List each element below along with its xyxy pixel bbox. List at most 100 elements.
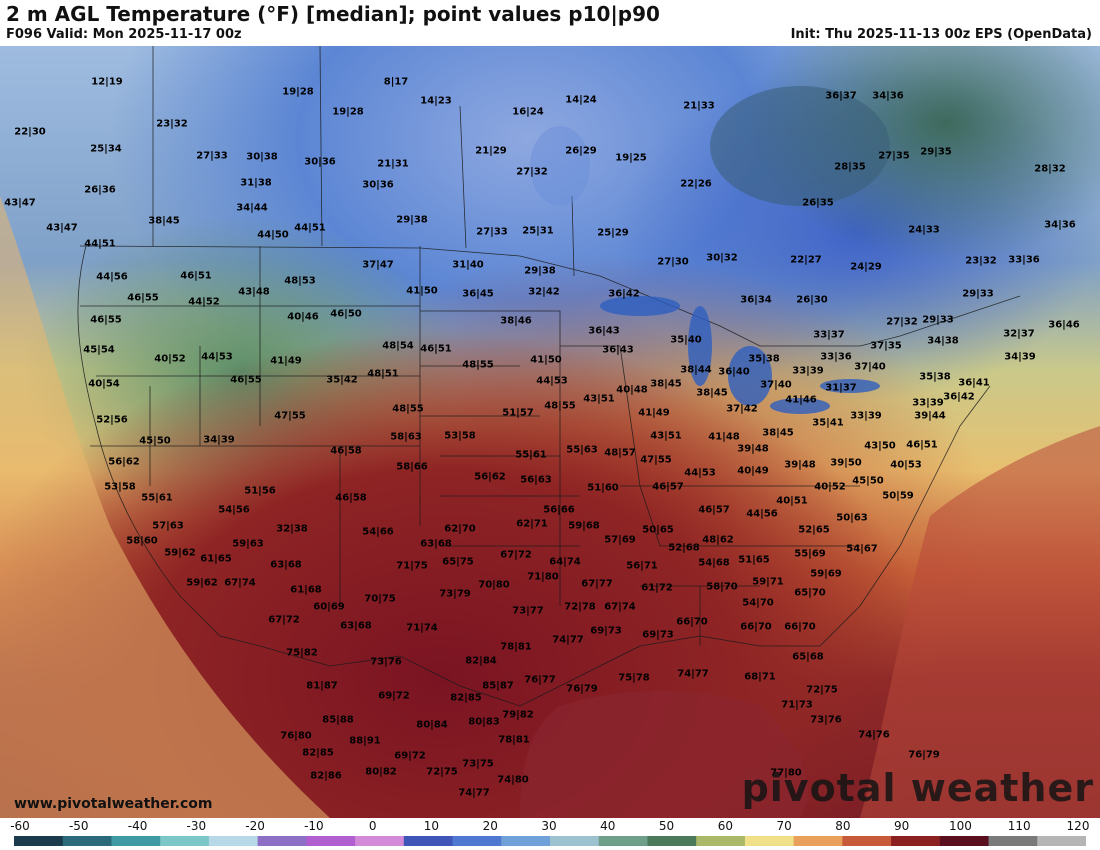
point-value: 65|68: [792, 651, 824, 663]
point-value: 82|84: [465, 655, 497, 667]
map-title: 2 m AGL Temperature (°F) [median]; point…: [6, 2, 660, 26]
point-value: 37|42: [726, 403, 758, 415]
point-value: 58|63: [390, 431, 422, 443]
point-value: 67|74: [604, 601, 636, 613]
point-value: 36|41: [958, 377, 990, 389]
point-value: 45|50: [852, 475, 884, 487]
scale-color-segment: [111, 836, 161, 846]
point-value: 60|69: [313, 601, 345, 613]
point-value: 30|36: [304, 156, 336, 168]
point-value: 67|72: [500, 549, 532, 561]
point-value: 44|53: [201, 351, 233, 363]
point-value: 34|38: [927, 335, 959, 347]
point-value: 63|68: [270, 559, 302, 571]
point-value: 69|73: [642, 629, 674, 641]
point-value: 72|75: [806, 684, 838, 696]
point-value: 61|68: [290, 584, 322, 596]
point-value: 77|80: [770, 767, 802, 779]
point-value: 59|62: [164, 547, 196, 559]
point-value: 26|36: [84, 184, 116, 196]
point-value: 27|33: [476, 226, 508, 238]
point-value: 43|50: [864, 440, 896, 452]
scale-tick-label: -40: [127, 819, 148, 833]
point-value: 43|48: [238, 286, 270, 298]
point-value: 59|69: [810, 568, 842, 580]
point-value: 39|50: [830, 457, 862, 469]
point-value: 41|46: [785, 394, 817, 406]
point-value: 48|51: [367, 368, 399, 380]
point-value: 82|85: [450, 692, 482, 704]
point-value: 46|58: [335, 492, 367, 504]
point-value: 41|49: [638, 407, 670, 419]
point-value: 58|70: [706, 581, 738, 593]
point-value: 36|40: [718, 366, 750, 378]
point-value: 21|29: [475, 145, 507, 157]
point-value: 39|48: [784, 459, 816, 471]
point-value: 29|35: [920, 146, 952, 158]
scale-color-segment: [939, 836, 990, 846]
point-value: 31|37: [825, 382, 857, 394]
point-value: 48|55: [392, 403, 424, 415]
point-value: 72|75: [426, 766, 458, 778]
point-value: 63|68: [420, 538, 452, 550]
point-value: 41|49: [270, 355, 302, 367]
scale-tick-label: -50: [68, 819, 89, 833]
point-value: 8|17: [383, 76, 409, 88]
point-value: 38|44: [680, 364, 712, 376]
point-value: 36|42: [943, 391, 975, 403]
point-value: 74|77: [458, 787, 490, 799]
point-value: 34|39: [203, 434, 235, 446]
point-value: 71|80: [527, 571, 559, 583]
point-value: 25|34: [90, 143, 122, 155]
color-scale-legend: -60 -50 -40 -30 -20 -10 0 10 20 30 40 50 60 70 80 90 100…: [0, 818, 1100, 850]
point-value: 72|78: [564, 601, 596, 613]
point-value: 36|42: [608, 288, 640, 300]
point-value: 71|75: [396, 560, 428, 572]
scale-color-segment: [842, 836, 892, 846]
point-value: 40|52: [154, 353, 186, 365]
point-value: 36|34: [740, 294, 772, 306]
point-value: 44|50: [257, 229, 289, 241]
point-value: 56|62: [108, 456, 140, 468]
point-value: 21|31: [377, 158, 409, 170]
point-value: 34|44: [236, 202, 268, 214]
point-value: 50|63: [836, 512, 868, 524]
scale-tick-label: -30: [186, 819, 207, 833]
point-value: 41|48: [708, 431, 740, 443]
point-value: 44|53: [684, 467, 716, 479]
scale-color-segment: [1037, 836, 1086, 846]
point-value: 45|50: [139, 435, 171, 447]
point-value: 37|40: [760, 379, 792, 391]
point-value: 46|57: [698, 504, 730, 516]
temperature-map[interactable]: 12|19 22|30 25|34 23|32 27|33 30|38 31|38 19|28…: [0, 46, 1100, 818]
point-value: 54|66: [362, 526, 394, 538]
point-value: 29|38: [396, 214, 428, 226]
map-header: 2 m AGL Temperature (°F) [median]; point…: [0, 0, 1100, 46]
point-value: 44|53: [536, 375, 568, 387]
point-value: 40|53: [890, 459, 922, 471]
site-url[interactable]: www.pivotalweather.com: [14, 796, 213, 812]
point-value: 27|35: [878, 150, 910, 162]
point-value: 74|77: [677, 668, 709, 680]
point-value: 37|35: [870, 340, 902, 352]
point-value: 31|40: [452, 259, 484, 271]
point-value: 34|39: [1004, 351, 1036, 363]
point-value: 33|36: [1008, 254, 1040, 266]
point-value: 62|71: [516, 518, 548, 530]
point-value: 40|49: [737, 465, 769, 477]
scale-color-segment: [501, 836, 551, 846]
point-value: 32|42: [528, 286, 560, 298]
scale-color-segment: [452, 836, 502, 846]
point-value: 56|62: [474, 471, 506, 483]
point-value: 85|88: [322, 714, 354, 726]
scale-tick-label: 100: [948, 819, 972, 833]
point-value: 69|73: [590, 625, 622, 637]
point-value: 53|58: [444, 430, 476, 442]
point-value: 46|58: [330, 445, 362, 457]
scale-color-segment: [696, 836, 746, 846]
point-value: 71|74: [406, 622, 438, 634]
point-value: 27|30: [657, 256, 689, 268]
point-value: 45|54: [83, 344, 115, 356]
point-value: 85|87: [482, 680, 514, 692]
point-value: 22|27: [790, 254, 822, 266]
